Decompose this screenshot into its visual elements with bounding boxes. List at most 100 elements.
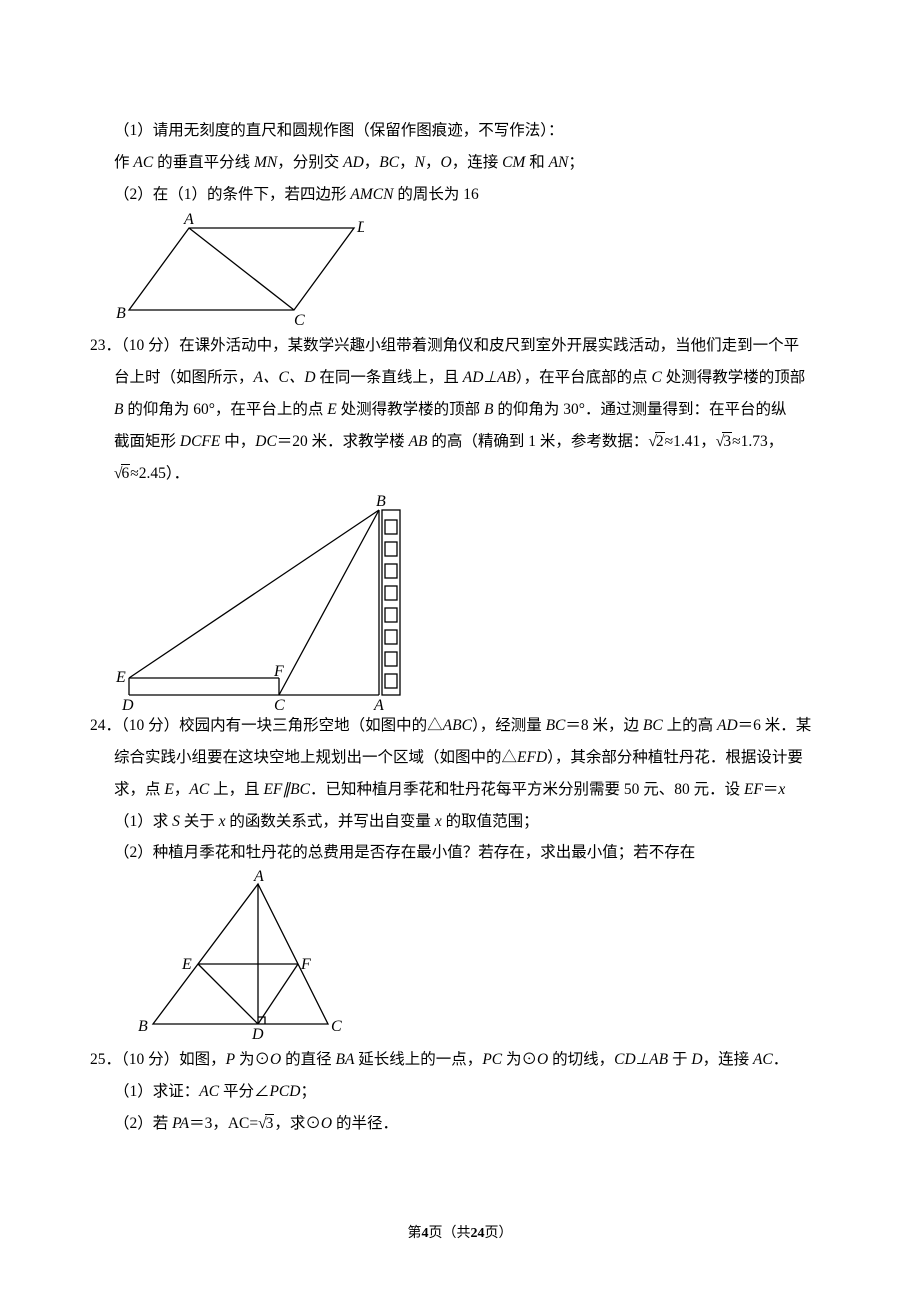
t: P (226, 1051, 235, 1068)
t: O (321, 1115, 332, 1132)
t: 求，点 (114, 781, 164, 798)
sqrt2: √2 (648, 426, 664, 458)
t: PA (172, 1115, 189, 1132)
t: ABC (443, 717, 472, 734)
t: AD⊥AB (463, 369, 516, 386)
t: E (327, 401, 336, 418)
t: 的函数关系式，并写出自变量 (226, 813, 435, 830)
label-E: E (115, 669, 126, 686)
t: AB (409, 433, 428, 450)
t: 于 (668, 1051, 691, 1068)
label-C: C (331, 1018, 342, 1035)
t: 的直径 (281, 1051, 335, 1068)
t: 上的高 (663, 717, 717, 734)
t: 在同一条直线上，且 (316, 369, 463, 386)
label-A: A (253, 869, 264, 885)
q23-line5: √6≈2.45）． (90, 458, 830, 490)
t: ，连接 (703, 1051, 753, 1068)
t: BA (335, 1051, 354, 1068)
t: AD (717, 717, 738, 734)
t: 的高（精确到 1 米，参考数据： (428, 433, 649, 450)
t: AC (199, 1083, 219, 1100)
t: ），在平台底部的点 (516, 369, 652, 386)
t: ； (300, 1083, 316, 1100)
t: 的垂直平分线 (153, 154, 254, 171)
p1-line1: （1）请用无刻度的直尺和圆规作图（保留作图痕迹，不写作法）： (90, 115, 830, 147)
q23-line3: B 的仰角为 60°，在平台上的点 E 处测得教学楼的顶部 B 的仰角为 30°… (90, 394, 830, 426)
t: ，分别交 (277, 154, 343, 171)
t: CD⊥AB (614, 1051, 668, 1068)
t: 第 (408, 1226, 422, 1241)
t: 的仰角为 30°．通过测量得到：在平台的纵 (494, 401, 787, 418)
q23-line2: 台上时（如图所示，A、C、D 在同一条直线上，且 AD⊥AB），在平台底部的点 … (90, 362, 830, 394)
t: O (440, 154, 451, 171)
q24-line4: （1）求 S 关于 x 的函数关系式，并写出自变量 x 的取值范围； (90, 806, 830, 838)
t: 截面矩形 (114, 433, 180, 450)
t: DC (255, 433, 277, 450)
t: ， (399, 154, 415, 171)
label-B: B (376, 493, 386, 510)
figure-triangle: A B C D E F (90, 869, 830, 1044)
t: DCFE (180, 433, 220, 450)
t: （1）求证： (114, 1083, 199, 1100)
t: x (219, 813, 226, 830)
t: 综合实践小组要在这块空地上规划出一个区域（如图中的△ (114, 749, 517, 766)
q23-line1: 23．（10 分）在课外活动中，某数学兴趣小组带着测角仪和皮尺到室外开展实践活动… (90, 330, 830, 362)
t: ， (174, 781, 190, 798)
t: O (537, 1051, 548, 1068)
t: 处测得教学楼的顶部 (662, 369, 805, 386)
t: 的半径． (332, 1115, 398, 1132)
t: ．已知种植月季花和牡丹花每平方米分别需要 50 元、80 元．设 (310, 781, 744, 798)
p1-line2: 作 AC 的垂直平分线 MN，分别交 AD，BC，N，O，连接 CM 和 AN； (90, 147, 830, 179)
label-E: E (181, 956, 192, 973)
label-B: B (138, 1018, 148, 1035)
t: 上，且 (209, 781, 263, 798)
t: ≈2.45）． (130, 465, 189, 482)
sqrt3b: √3 (258, 1108, 274, 1140)
t: AC (189, 781, 209, 798)
label-C: C (294, 312, 305, 329)
p1-line3: （2）在（1）的条件下，若四边形 AMCN 的周长为 16 (90, 179, 830, 211)
t: A、C、D (254, 369, 316, 386)
t: C (652, 369, 662, 386)
t: 4 (422, 1226, 429, 1241)
t: ＝20 米．求教学楼 (277, 433, 409, 450)
t: 校园内有一块三角形空地（如图中的△ (179, 717, 443, 734)
q25-line3: （2）若 PA＝3，AC=√3，求⊙O 的半径． (90, 1108, 830, 1140)
t: MN (254, 154, 277, 171)
t: x (778, 781, 785, 798)
t: BC (546, 717, 566, 734)
t: ， (425, 154, 441, 171)
t: ＝6 米．某 (738, 717, 812, 734)
t: AC= (228, 1115, 258, 1132)
label-A: A (183, 211, 194, 228)
q23-line4: 截面矩形 DCFE 中，DC＝20 米．求教学楼 AB 的高（精确到 1 米，参… (90, 426, 830, 458)
t: 关于 (180, 813, 219, 830)
t: AMCN (350, 186, 393, 203)
t: ＝3， (189, 1115, 228, 1132)
label-C: C (274, 697, 285, 710)
t: （2）在（1）的条件下，若四边形 (114, 186, 350, 203)
label-F: F (300, 956, 311, 973)
t: ； (568, 154, 584, 171)
t: ，连接 (452, 154, 502, 171)
t: S (172, 813, 180, 830)
t: CM (502, 154, 525, 171)
t: PCD (269, 1083, 300, 1100)
t: 和 (525, 154, 548, 171)
q24-line2: 综合实践小组要在这块空地上规划出一个区域（如图中的△EFD），其余部分种植牡丹花… (90, 742, 830, 774)
t: 为⊙ (502, 1051, 537, 1068)
t: 为⊙ (235, 1051, 270, 1068)
t: 中， (220, 433, 255, 450)
t: O (270, 1051, 281, 1068)
t: ，求⊙ (274, 1115, 321, 1132)
t: E (164, 781, 173, 798)
sqrt3: √3 (716, 426, 732, 458)
t: ≈1.41， (665, 433, 716, 450)
t: B (484, 401, 493, 418)
t: AN (549, 154, 569, 171)
q25-line2: （1）求证：AC 平分∠PCD； (90, 1076, 830, 1108)
t: ＝8 米，边 (565, 717, 643, 734)
sqrt6: √6 (114, 458, 130, 490)
t: （1）求 (114, 813, 172, 830)
